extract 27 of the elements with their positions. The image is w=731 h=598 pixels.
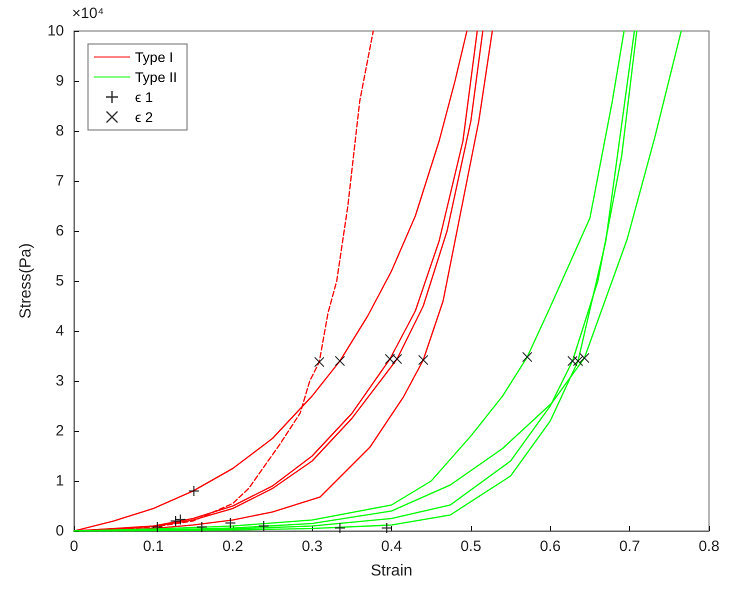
y-tick-label: 10 [47, 22, 64, 40]
x-tick-label: 0 [70, 538, 78, 555]
legend-label: Type I [135, 49, 174, 65]
y-tick-label: 8 [56, 122, 64, 140]
x-tick-label: 0.7 [619, 538, 640, 555]
legend-label: ϵ 2 [135, 109, 154, 125]
y-tick-label: 0 [56, 522, 64, 540]
x-tick-label: 0.2 [222, 538, 244, 555]
legend-label: ϵ 1 [135, 89, 154, 105]
x-axis-title: Strain [370, 562, 412, 580]
x-tick-label: 0.1 [142, 538, 164, 555]
y-tick-label: 1 [56, 472, 64, 490]
x-tick-label: 0.3 [302, 538, 323, 555]
x-tick-label: 0.4 [381, 538, 402, 555]
y-tick-label: 4 [56, 322, 64, 340]
x-tick-label: 0.6 [540, 538, 561, 555]
y-tick-label: 6 [56, 222, 64, 240]
y-tick-label: 9 [56, 72, 64, 90]
y-tick-label: 5 [56, 272, 64, 290]
x-tick-label: 0.8 [698, 538, 720, 555]
y-axis-title: Stress(Pa) [18, 243, 34, 319]
y-tick-label: 2 [56, 422, 64, 440]
y-tick-label: 3 [56, 372, 64, 390]
x-tick-label: 0.5 [460, 538, 482, 555]
y-tick-label: 7 [56, 172, 64, 190]
legend-label: Type II [135, 69, 178, 85]
text: ×10⁴ [72, 5, 104, 22]
